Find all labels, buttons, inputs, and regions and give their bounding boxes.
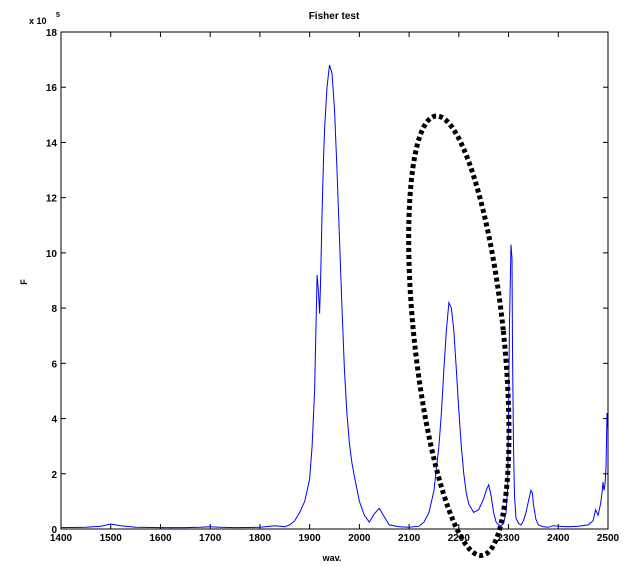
x-tick-label: 1800 <box>249 533 272 544</box>
x-axis-label: wav. <box>322 553 342 563</box>
y-tick-label: 4 <box>51 415 57 426</box>
x-tick-label: 2300 <box>497 533 520 544</box>
axes-box <box>60 31 609 530</box>
axis-ticks: 1400 1500 1600 1700 1800 1900 2000 2100 2200 2300… <box>46 28 620 544</box>
y-tick-label: 14 <box>46 138 58 149</box>
x-tick-label: 1600 <box>149 533 172 544</box>
series-line-0 <box>60 64 609 529</box>
y-tick-label: 6 <box>51 359 57 370</box>
x-tick-label: 2100 <box>398 533 421 544</box>
x-tick-label: 1900 <box>299 533 322 544</box>
x-tick-label: 2000 <box>348 533 371 544</box>
y-tick-label: 12 <box>46 194 58 205</box>
chart-title: Fisher test <box>309 11 360 22</box>
x-tick-label: 1400 <box>50 533 73 544</box>
y-tick-label: 8 <box>51 304 57 315</box>
x-tick-label: 2500 <box>597 533 620 544</box>
y-tick-label: 2 <box>51 470 57 481</box>
y-tick-label: 0 <box>51 525 57 536</box>
y-tick-label: 10 <box>46 249 58 260</box>
x-tick-label: 2400 <box>547 533 570 544</box>
x-tick-label: 1500 <box>100 533 123 544</box>
y-multiplier-base: x 10 <box>29 16 47 26</box>
x-tick-label: 1700 <box>199 533 222 544</box>
y-axis-label: F <box>19 279 29 285</box>
y-tick-label: 18 <box>46 28 58 39</box>
y-multiplier-exponent: 5 <box>56 12 60 19</box>
highlight-ellipse <box>406 113 512 558</box>
y-tick-label: 16 <box>46 83 58 94</box>
plot-area <box>60 64 609 558</box>
